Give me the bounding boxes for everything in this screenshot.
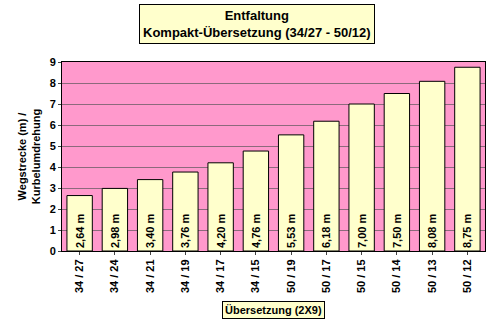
svg-text:2: 2 [50, 203, 56, 215]
svg-text:50 / 17: 50 / 17 [320, 259, 332, 293]
svg-text:34 / 17: 34 / 17 [214, 259, 226, 293]
svg-text:50 / 15: 50 / 15 [355, 259, 367, 293]
svg-text:EntfaltungKompakt-Übersetzung: EntfaltungKompakt-Übersetzung (34/27 - 5… [143, 8, 371, 40]
svg-text:6,18 m: 6,18 m [320, 214, 332, 248]
svg-text:4: 4 [50, 161, 57, 173]
svg-text:34 / 24: 34 / 24 [108, 259, 120, 294]
svg-text:Übersetzung (2X9): Übersetzung (2X9) [225, 304, 322, 316]
svg-text:34 / 19: 34 / 19 [179, 259, 191, 293]
svg-text:6: 6 [50, 119, 56, 131]
svg-text:9: 9 [50, 56, 56, 68]
svg-text:4,20 m: 4,20 m [215, 214, 227, 248]
svg-text:34 / 21: 34 / 21 [144, 259, 156, 293]
svg-text:50 / 13: 50 / 13 [426, 259, 438, 293]
svg-text:3,76 m: 3,76 m [179, 214, 191, 248]
svg-text:Wegstrecke (m) /Kurbelumdrehun: Wegstrecke (m) /Kurbelumdrehung [16, 109, 42, 204]
svg-text:7,50 m: 7,50 m [391, 214, 403, 248]
svg-text:8,08 m: 8,08 m [426, 214, 438, 248]
svg-text:8,75 m: 8,75 m [461, 214, 473, 248]
svg-text:1: 1 [50, 224, 56, 236]
svg-text:7,00 m: 7,00 m [356, 214, 368, 248]
svg-text:0: 0 [50, 245, 56, 257]
svg-text:8: 8 [50, 77, 56, 89]
svg-text:50 / 12: 50 / 12 [461, 259, 473, 293]
svg-text:3,40 m: 3,40 m [144, 214, 156, 248]
svg-text:50 / 19: 50 / 19 [285, 259, 297, 293]
svg-text:50 / 14: 50 / 14 [390, 259, 402, 294]
svg-text:2,98 m: 2,98 m [109, 214, 121, 248]
svg-text:5,53 m: 5,53 m [285, 214, 297, 248]
svg-text:4,76 m: 4,76 m [250, 214, 262, 248]
svg-text:5: 5 [50, 140, 56, 152]
svg-text:34 / 27: 34 / 27 [73, 259, 85, 293]
svg-text:7: 7 [50, 98, 56, 110]
svg-text:2,64 m: 2,64 m [74, 214, 86, 248]
svg-text:3: 3 [50, 182, 56, 194]
svg-text:34 / 15: 34 / 15 [249, 259, 261, 293]
